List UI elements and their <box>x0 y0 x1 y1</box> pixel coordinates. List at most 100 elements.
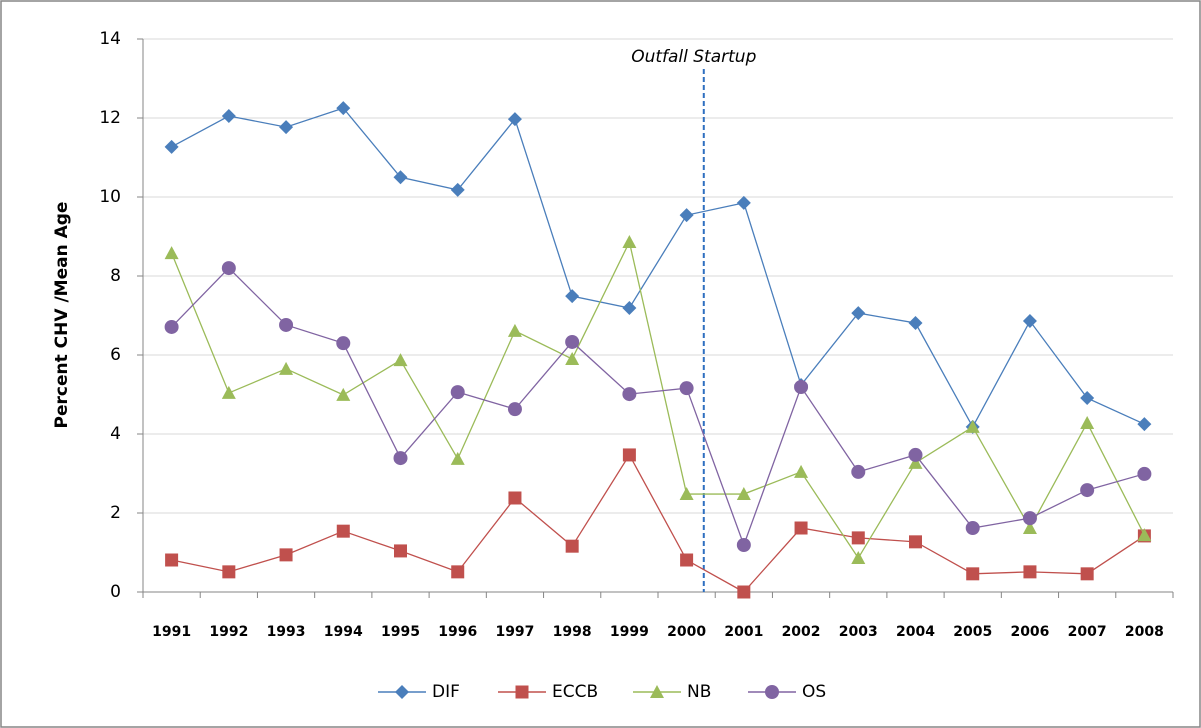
y-tick-label: 4 <box>110 424 121 444</box>
series-line <box>171 267 1145 547</box>
legend-label: DIF <box>432 682 460 702</box>
data-point <box>450 385 465 400</box>
y-tick-label: 0 <box>110 582 121 602</box>
x-tick-label: 1998 <box>553 624 592 640</box>
data-point <box>1080 567 1094 581</box>
data-point <box>680 553 694 567</box>
x-tick-label: 2006 <box>1010 624 1049 640</box>
data-point <box>909 535 922 549</box>
series-line <box>171 240 1145 560</box>
data-point <box>737 585 751 599</box>
data-point <box>1080 391 1095 406</box>
series-line <box>171 107 1145 429</box>
data-point <box>965 419 980 433</box>
data-point <box>1022 511 1037 526</box>
y-tick-label: 10 <box>99 187 121 207</box>
x-tick-label: 1999 <box>610 624 649 640</box>
data-point <box>222 565 236 579</box>
x-tick-label: 2007 <box>1068 624 1107 640</box>
data-point <box>221 261 236 276</box>
data-point <box>165 553 179 567</box>
data-point <box>1137 466 1152 481</box>
legend-label: OS <box>802 682 826 702</box>
data-point <box>736 537 751 552</box>
legend-marker <box>515 685 529 699</box>
x-tick-label: 1992 <box>209 624 248 640</box>
data-point <box>965 521 980 536</box>
x-tick-label: 1993 <box>267 624 306 640</box>
x-tick-label: 2002 <box>782 624 821 640</box>
data-point <box>450 451 465 465</box>
x-tick-label: 2005 <box>953 624 992 640</box>
data-point <box>279 361 294 375</box>
data-point <box>279 548 293 562</box>
y-tick-label: 14 <box>99 29 121 49</box>
data-point <box>1080 415 1095 429</box>
data-point <box>336 387 351 401</box>
x-tick-label: 2008 <box>1125 624 1164 640</box>
data-point <box>851 464 866 479</box>
data-point <box>794 521 808 535</box>
data-point <box>221 109 236 124</box>
data-point <box>1022 314 1037 329</box>
data-point <box>908 455 923 469</box>
data-point <box>507 323 522 337</box>
data-point <box>679 487 694 501</box>
data-point <box>393 451 408 466</box>
data-point <box>451 565 465 579</box>
y-axis-title: Percent CHV /Mean Age <box>52 202 72 429</box>
data-point <box>565 539 579 553</box>
data-point <box>908 316 923 331</box>
data-point <box>394 544 407 558</box>
data-point <box>279 120 294 135</box>
x-tick-label: 1995 <box>381 624 420 640</box>
data-point <box>336 101 351 116</box>
x-tick-label: 2001 <box>724 624 763 640</box>
data-point <box>622 235 637 249</box>
legend-label: NB <box>687 682 711 702</box>
data-point <box>622 387 637 402</box>
data-point <box>622 448 636 462</box>
x-tick-label: 1996 <box>438 624 477 640</box>
legend-marker <box>650 685 664 698</box>
data-point <box>336 336 351 351</box>
x-tick-label: 1991 <box>152 624 191 640</box>
data-point <box>507 402 522 417</box>
y-tick-label: 6 <box>110 345 121 365</box>
data-point <box>565 289 580 304</box>
data-point <box>908 447 923 462</box>
data-point <box>164 246 179 260</box>
data-point <box>736 195 751 210</box>
data-point <box>794 379 809 394</box>
y-tick-label: 12 <box>99 108 121 128</box>
data-point <box>679 381 694 396</box>
data-point <box>794 464 809 478</box>
x-tick-label: 2003 <box>839 624 878 640</box>
data-point <box>1022 521 1037 535</box>
data-point <box>851 306 866 321</box>
data-point <box>393 170 408 185</box>
data-point <box>507 112 522 127</box>
x-tick-label: 1994 <box>324 624 363 640</box>
annotation-text: Outfall Startup <box>631 47 756 67</box>
data-point <box>221 385 236 399</box>
data-point <box>450 182 465 197</box>
data-point <box>336 524 350 538</box>
legend-marker <box>765 685 779 699</box>
data-point <box>565 334 580 349</box>
data-point <box>736 487 751 501</box>
data-point <box>851 551 866 565</box>
data-point <box>851 531 865 545</box>
data-point <box>679 208 694 223</box>
y-tick-label: 8 <box>110 266 121 286</box>
data-point <box>565 351 580 365</box>
data-point <box>966 567 980 581</box>
data-point <box>164 319 179 334</box>
data-point <box>164 139 179 154</box>
data-point <box>393 353 408 367</box>
data-point <box>1023 565 1037 579</box>
series-line <box>171 453 1145 593</box>
data-point <box>1137 417 1152 432</box>
data-point <box>279 317 294 332</box>
